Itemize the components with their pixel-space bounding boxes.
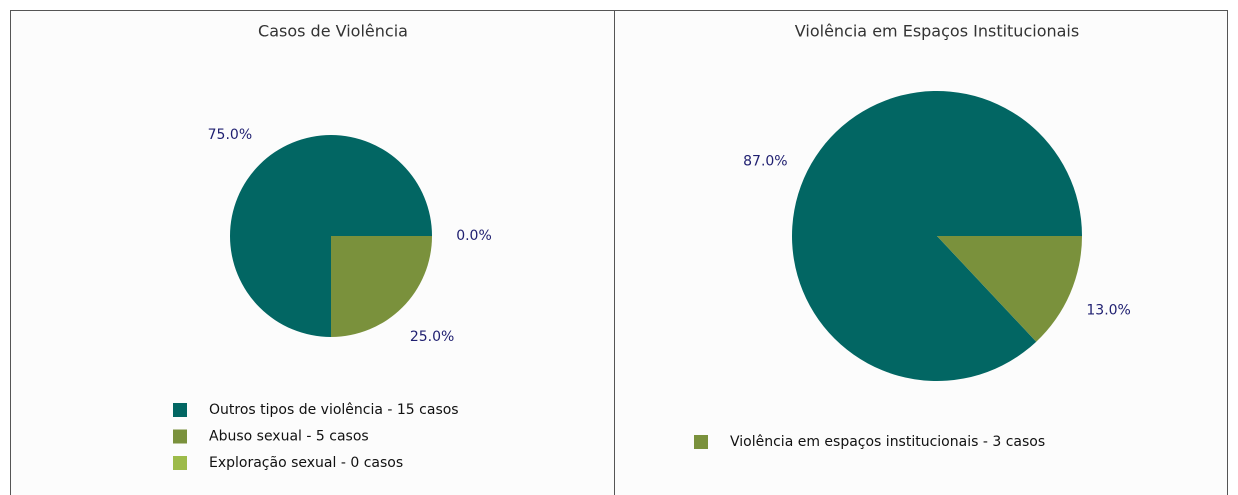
legend-swatch — [173, 403, 187, 417]
value-label: 0.0% — [456, 228, 492, 244]
pie-slice — [937, 236, 1082, 342]
pie-slice — [792, 90, 1082, 381]
value-label: 75.0% — [208, 127, 252, 143]
value-label: 87.0% — [743, 154, 787, 170]
chart-title: Casos de Violência — [258, 22, 408, 41]
value-label: 13.0% — [1086, 302, 1130, 318]
legend-label: Exploração sexual - 0 casos — [209, 455, 403, 471]
legend-label: Violência em espaços institucionais - 3 … — [730, 434, 1045, 450]
pie-slice — [331, 236, 432, 337]
legend-label: Outros tipos de violência - 15 casos — [209, 402, 459, 418]
legend-swatch — [173, 429, 187, 444]
value-label: 25.0% — [410, 329, 454, 345]
legend-swatch — [173, 456, 187, 470]
chart-title: Violência em Espaços Institucionais — [795, 22, 1079, 41]
legend-label: Abuso sexual - 5 casos — [209, 429, 369, 445]
legend-swatch — [694, 435, 708, 449]
